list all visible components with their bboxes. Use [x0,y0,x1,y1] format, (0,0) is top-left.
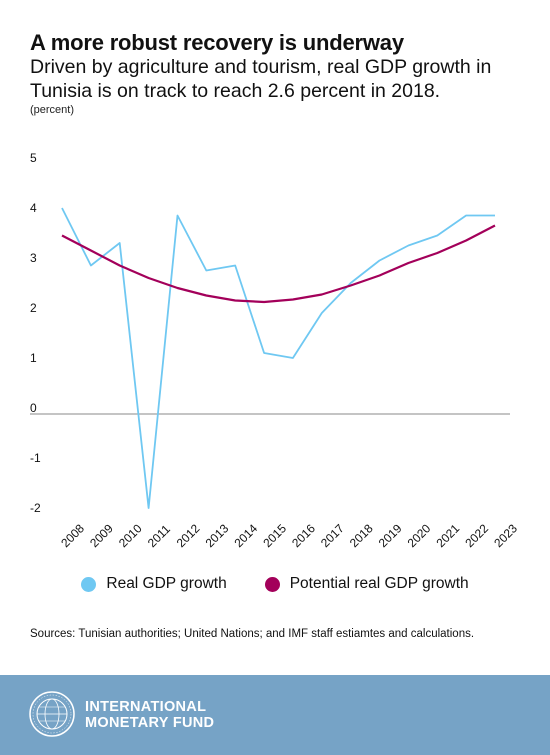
x-tick-label: 2019 [376,521,405,550]
x-tick-label: 2012 [174,521,203,550]
series-line-potential-gdp [61,224,496,304]
y-tick-label: 4 [30,201,37,215]
legend-label-real-gdp: Real GDP growth [106,575,227,592]
legend-item-potential-gdp: Potential real GDP growth [264,575,469,593]
y-tick-label: -2 [30,501,41,515]
legend: Real GDP growth Potential real GDP growt… [0,575,550,593]
y-tick-label: 1 [30,351,37,365]
x-tick-label: 2011 [145,522,173,550]
y-tick-label: 3 [30,251,37,265]
legend-label-potential-gdp: Potential real GDP growth [289,575,469,592]
y-tick-label: -1 [30,451,41,465]
y-axis-ticks: 5 4 3 2 1 0 -1 -2 [30,151,41,515]
org-name: INTERNATIONAL MONETARY FUND [85,699,214,731]
x-tick-label: 2022 [462,521,491,550]
x-tick-label: 2016 [289,521,318,550]
x-tick-label: 2015 [260,521,289,550]
footer-banner: INTERNATIONAL MONETARY FUND [0,675,550,755]
x-tick-label: 2023 [491,521,520,550]
x-tick-label: 2018 [347,521,376,550]
x-tick-label: 2008 [58,521,87,550]
x-tick-label: 2017 [318,521,347,550]
x-axis-ticks: 2008 2009 2010 2011 2012 2013 2014 2015 2016 2017… [58,521,520,550]
x-tick-label: 2010 [116,521,145,550]
x-tick-label: 2013 [203,521,232,550]
y-tick-label: 5 [30,151,37,165]
org-name-line2: MONETARY FUND [85,715,215,731]
y-tick-label: 0 [30,401,37,415]
y-tick-label: 2 [30,301,37,315]
chart-subtitle: Driven by agriculture and tourism, real … [30,56,492,102]
org-name-line1: INTERNATIONAL [85,699,207,715]
legend-swatch-real-gdp [81,576,97,592]
x-tick-label: 2021 [433,521,462,550]
x-tick-label: 2009 [87,521,116,550]
imf-seal-icon [29,691,75,737]
legend-swatch-potential-gdp [264,576,280,592]
chart-title: A more robust recovery is underway [30,30,404,55]
unit-label: (percent) [30,104,75,116]
x-tick-label: 2020 [405,521,434,550]
series-line-real-gdp [61,207,495,509]
source-note: Sources: Tunisian authorities; United Na… [30,628,475,640]
x-tick-label: 2014 [231,521,260,550]
legend-item-real-gdp: Real GDP growth [81,575,227,593]
series-lines [61,207,496,509]
